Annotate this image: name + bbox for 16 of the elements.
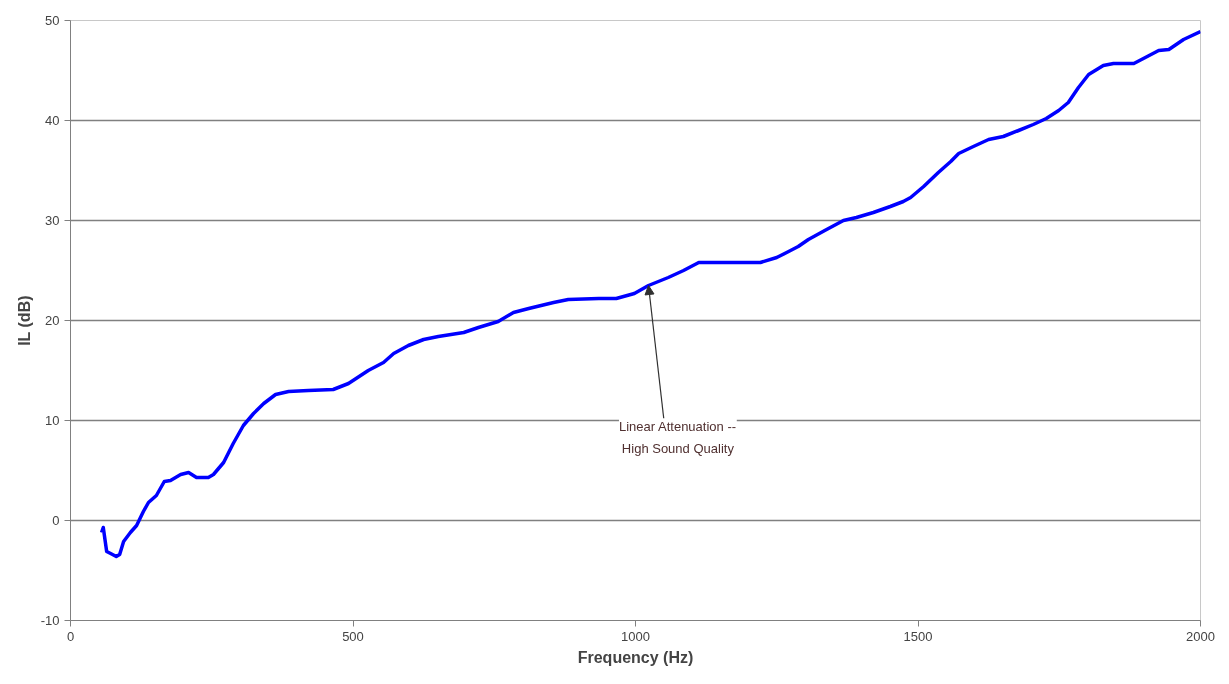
y-tick-label: 50 bbox=[45, 13, 60, 28]
x-tick-label: 2000 bbox=[1186, 628, 1215, 644]
x-axis-title: Frequency (Hz) bbox=[577, 648, 694, 666]
annotation: Linear Attenuation -- High Sound Quality bbox=[618, 418, 737, 456]
x-tick-label: 1000 bbox=[621, 628, 650, 644]
y-tick-label: 30 bbox=[45, 213, 60, 228]
y-tick-label: 10 bbox=[45, 413, 60, 428]
x-tick-label: 1500 bbox=[903, 628, 933, 644]
line-series bbox=[99, 29, 1201, 559]
x-tick-label: 500 bbox=[342, 628, 364, 644]
y-tick-label: 20 bbox=[45, 313, 60, 328]
y-tick-label: 0 bbox=[52, 513, 60, 528]
x-tick-label: 0 bbox=[66, 628, 75, 644]
y-axis-title: IL (dB) bbox=[15, 295, 33, 346]
y-tick-label: -10 bbox=[40, 613, 60, 628]
y-tick-label: 40 bbox=[45, 113, 60, 128]
